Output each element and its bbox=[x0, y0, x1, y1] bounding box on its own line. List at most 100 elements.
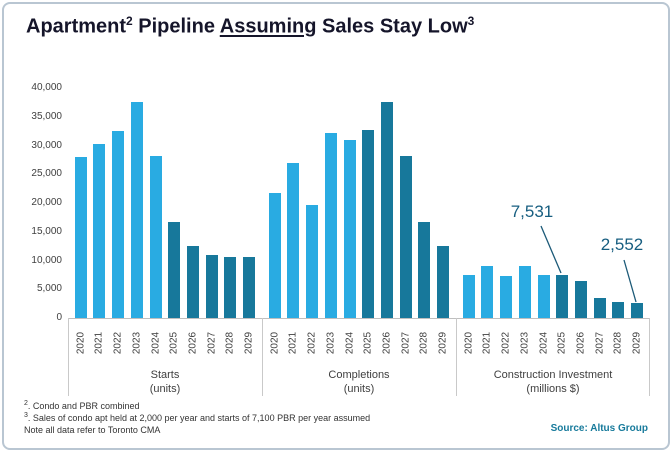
bar-completions-2028 bbox=[418, 222, 431, 318]
x-axis-year-labels: 2020 2021 2022 2023 2024 2025 2026 2027 2028 2029… bbox=[68, 321, 650, 365]
year-label-2027: 2027 bbox=[400, 331, 412, 355]
group-label-starts-line1: Starts bbox=[150, 369, 180, 381]
bar-investment-2023 bbox=[518, 265, 531, 318]
group-label-completions: Completions (units) bbox=[262, 368, 456, 396]
year-label-2026: 2026 bbox=[575, 331, 587, 355]
bar-starts-2024 bbox=[149, 156, 162, 318]
footnote-3-sup: 3 bbox=[24, 412, 28, 419]
group-label-investment: Construction Investment (millions $) bbox=[456, 368, 650, 396]
y-tick-20,000: 20,000 bbox=[31, 197, 62, 208]
year-label-2029: 2029 bbox=[243, 331, 255, 355]
year-label-2024: 2024 bbox=[150, 331, 162, 355]
group-labels: Starts (units) Completions (units) Const… bbox=[68, 368, 650, 396]
year-labels-starts: 2020 2021 2022 2023 2024 2025 2026 2027 2028 2029 bbox=[68, 321, 262, 365]
bar-completions-2020 bbox=[268, 193, 281, 318]
bar-completions-2029 bbox=[437, 246, 450, 318]
bar-starts-2023 bbox=[130, 101, 143, 318]
bar-starts-2022 bbox=[112, 130, 125, 318]
category-separator-left bbox=[68, 318, 69, 396]
bar-investment-2024 bbox=[537, 275, 550, 318]
bar-group-starts bbox=[68, 88, 262, 318]
bar-starts-2027 bbox=[205, 254, 218, 318]
bar-completions-2026 bbox=[381, 102, 394, 318]
plot-area bbox=[68, 88, 650, 318]
bar-completions-2025 bbox=[362, 130, 375, 318]
footnote-toronto-cma: Note all data refer to Toronto CMA bbox=[24, 425, 160, 435]
year-label-2028: 2028 bbox=[224, 331, 236, 355]
year-labels-investment: 2020 2021 2022 2023 2024 2025 2026 2027 2028 2029 bbox=[456, 321, 650, 365]
bar-investment-2020 bbox=[462, 275, 475, 318]
title-part2: Pipeline bbox=[132, 15, 220, 38]
footnote-condo-pbr: 2. Condo and PBR combined bbox=[24, 400, 139, 411]
bar-completions-2027 bbox=[399, 155, 412, 318]
y-tick-40,000: 40,000 bbox=[31, 82, 62, 93]
year-label-2022: 2022 bbox=[112, 331, 124, 355]
year-labels-completions: 2020 2021 2022 2023 2024 2025 2026 2027 2028 2029 bbox=[262, 321, 456, 365]
y-tick-15,000: 15,000 bbox=[31, 225, 62, 237]
bar-group-investment bbox=[456, 88, 650, 318]
group-label-starts-line2: (units) bbox=[149, 383, 181, 395]
year-label-2026: 2026 bbox=[381, 331, 393, 355]
footnote-3-text: . Sales of condo apt held at 2,000 per y… bbox=[27, 413, 371, 423]
year-label-2029: 2029 bbox=[631, 331, 643, 355]
y-tick-25,000: 25,000 bbox=[31, 168, 62, 180]
bar-completions-2023 bbox=[324, 133, 337, 318]
bar-completions-2024 bbox=[343, 139, 356, 318]
bar-starts-2020 bbox=[74, 157, 87, 318]
y-tick-30,000: 30,000 bbox=[31, 139, 62, 151]
year-label-2024: 2024 bbox=[538, 331, 550, 355]
annotation-7531: 7,531 bbox=[510, 202, 554, 221]
footnote-2-sup: 2 bbox=[24, 400, 28, 407]
year-label-2023: 2023 bbox=[519, 331, 531, 355]
year-label-2022: 2022 bbox=[306, 331, 318, 355]
title-superscript-3: 3 bbox=[467, 14, 475, 28]
x-axis-line bbox=[68, 318, 650, 319]
bar-starts-2021 bbox=[93, 144, 106, 318]
year-label-2021: 2021 bbox=[287, 331, 299, 355]
year-label-2028: 2028 bbox=[418, 331, 430, 355]
group-label-completions-line1: Completions bbox=[328, 369, 390, 381]
y-tick-35,000: 35,000 bbox=[31, 110, 62, 122]
category-separator-right bbox=[649, 318, 650, 396]
annotation-2552: 2,552 bbox=[600, 235, 644, 254]
group-label-investment-line2: (millions $) bbox=[526, 383, 580, 395]
bar-completions-2022 bbox=[306, 204, 319, 318]
footnote-note-text: Note all data refer to Toronto CMA bbox=[24, 425, 161, 435]
year-label-2024: 2024 bbox=[344, 331, 356, 355]
title-underlined-word: Assuming bbox=[219, 15, 317, 38]
group-label-starts: Starts (units) bbox=[68, 368, 262, 396]
y-axis-labels: 40,000 35,000 30,000 25,000 20,000 15,000 10,0… bbox=[4, 4, 62, 448]
bar-starts-2026 bbox=[187, 246, 200, 318]
bar-investment-2029 bbox=[631, 303, 644, 318]
bar-completions-2021 bbox=[287, 163, 300, 318]
group-label-completions-line2: (units) bbox=[343, 383, 375, 395]
year-label-2027: 2027 bbox=[206, 331, 218, 355]
year-label-2029: 2029 bbox=[437, 331, 449, 355]
y-tick-0: 0 bbox=[56, 312, 62, 323]
bar-investment-2022 bbox=[500, 276, 513, 318]
bar-investment-2021 bbox=[481, 265, 494, 318]
bar-starts-2029 bbox=[243, 256, 256, 318]
footnote-sales-assumption: 3. Sales of condo apt held at 2,000 per … bbox=[24, 412, 370, 423]
year-label-2020: 2020 bbox=[463, 331, 475, 355]
category-separator-1 bbox=[262, 318, 263, 396]
bar-investment-2027 bbox=[593, 298, 606, 318]
year-label-2025: 2025 bbox=[168, 331, 180, 355]
group-label-investment-line1: Construction Investment bbox=[493, 369, 613, 381]
year-label-2020: 2020 bbox=[75, 331, 87, 355]
bar-starts-2025 bbox=[168, 222, 181, 318]
y-tick-5,000: 5,000 bbox=[36, 283, 62, 295]
year-label-2025: 2025 bbox=[362, 331, 374, 355]
year-label-2027: 2027 bbox=[594, 331, 606, 355]
year-label-2021: 2021 bbox=[93, 331, 105, 355]
year-label-2023: 2023 bbox=[325, 331, 337, 355]
year-label-2026: 2026 bbox=[187, 331, 199, 355]
bar-group-completions bbox=[262, 88, 456, 318]
bar-investment-2028 bbox=[612, 301, 625, 318]
bar-investment-2026 bbox=[575, 280, 588, 318]
bar-starts-2028 bbox=[224, 256, 237, 318]
footnote-2-text: . Condo and PBR combined bbox=[27, 401, 140, 411]
year-label-2020: 2020 bbox=[269, 331, 281, 355]
category-separator-2 bbox=[456, 318, 457, 396]
y-tick-10,000: 10,000 bbox=[31, 254, 62, 266]
